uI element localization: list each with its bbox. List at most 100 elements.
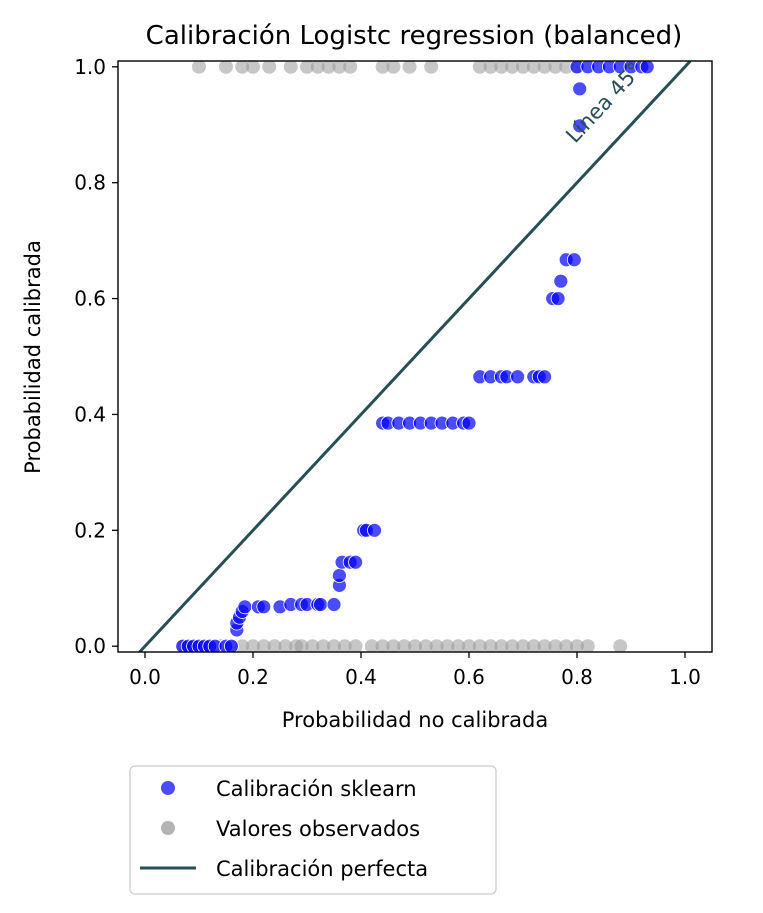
observed-point <box>537 61 552 74</box>
x-tick-label: 0.6 <box>453 665 485 689</box>
observed-point <box>321 61 336 74</box>
legend-box <box>129 765 497 895</box>
observed-point <box>424 61 439 74</box>
observed-point <box>343 61 358 74</box>
sklearn-point <box>256 599 272 615</box>
legend: Calibración sklearn Valores observados C… <box>129 765 497 895</box>
y-tick-label: 0.0 <box>74 634 106 658</box>
sklearn-point <box>572 81 588 97</box>
observed-point <box>348 639 363 652</box>
observed-point <box>462 639 476 652</box>
legend-label-observed: Valores observados <box>216 817 420 841</box>
observed-point <box>219 61 233 74</box>
sklearn-point <box>367 522 382 538</box>
y-tick-label: 1.0 <box>74 55 106 79</box>
sklearn-point <box>537 369 552 385</box>
legend-label-perfect: Calibración perfecta <box>216 857 428 881</box>
observed-point <box>402 61 417 74</box>
observed-point <box>483 61 498 74</box>
sklearn-point <box>313 597 328 612</box>
observed-point <box>262 61 277 74</box>
observed-point <box>256 639 271 652</box>
observed-point <box>570 639 584 652</box>
observed-point <box>580 639 595 652</box>
observed-point <box>494 61 509 74</box>
x-tick-label: 0.8 <box>561 665 593 689</box>
observed-point <box>613 639 628 652</box>
observed-point <box>548 639 563 652</box>
sklearn-point <box>461 415 477 431</box>
sklearn-point <box>510 369 525 385</box>
x-axis: 0.0 0.2 0.4 0.6 0.8 1.0 <box>129 652 701 689</box>
sklearn-point <box>639 61 655 75</box>
observed-point <box>472 639 487 652</box>
y-axis: 0.0 0.2 0.4 0.6 0.8 1.0 <box>74 55 118 658</box>
observed-point <box>440 639 455 652</box>
observed-point <box>429 639 444 652</box>
sklearn-point <box>572 118 588 134</box>
perfect-calibration-line <box>138 61 692 652</box>
legend-label-sklearn: Calibración sklearn <box>216 777 417 801</box>
observed-point <box>300 61 314 74</box>
sklearn-point <box>553 273 569 289</box>
y-tick-label: 0.6 <box>74 287 106 311</box>
plot-frame <box>117 60 713 653</box>
observed-point <box>375 639 390 652</box>
observed-point <box>408 639 422 652</box>
observed-point <box>267 639 282 652</box>
observed-point <box>316 639 331 652</box>
observed-point <box>246 61 260 74</box>
observed-point <box>516 61 530 74</box>
observed-point <box>418 639 433 652</box>
observed-point <box>246 639 260 652</box>
y-tick-label: 0.4 <box>74 402 106 426</box>
observed-point <box>526 639 541 652</box>
observed-point <box>472 61 487 74</box>
observed-point <box>278 639 293 652</box>
sklearn-point <box>348 554 364 570</box>
sklearn-point <box>237 599 253 615</box>
observed-point <box>505 639 520 652</box>
observed-point <box>305 639 320 652</box>
x-axis-label: Probabilidad no calibrada <box>282 708 549 732</box>
x-tick-label: 0.4 <box>345 665 377 689</box>
series-observed-points <box>175 61 628 652</box>
observed-point <box>494 639 509 652</box>
observed-point <box>294 639 309 652</box>
observed-point <box>332 61 347 74</box>
y-axis-label: Probabilidad calibrada <box>21 240 45 474</box>
observed-point <box>548 61 563 74</box>
series-perfect-line <box>138 61 692 652</box>
y-tick-label: 0.2 <box>74 518 106 542</box>
observed-point <box>537 639 552 652</box>
observed-point <box>559 61 574 74</box>
series-sklearn-points <box>175 61 655 652</box>
x-tick-label: 0.0 <box>129 665 161 689</box>
y-tick-label: 0.8 <box>74 171 106 195</box>
observed-point <box>235 639 250 652</box>
x-tick-label: 1.0 <box>669 665 701 689</box>
observed-point <box>483 639 498 652</box>
plot-area: Línea 45° <box>138 61 692 652</box>
sklearn-point <box>550 291 566 306</box>
observed-point <box>397 639 412 652</box>
x-tick-label: 0.2 <box>237 665 269 689</box>
observed-point <box>192 61 206 74</box>
observed-point <box>364 639 379 652</box>
sklearn-point <box>331 568 347 583</box>
sklearn-point <box>326 597 342 612</box>
chart-title: Calibración Logistc regression (balanced… <box>146 21 683 51</box>
observed-point <box>516 639 530 652</box>
sklearn-point <box>224 638 239 652</box>
observed-point <box>559 639 574 652</box>
observed-point <box>451 639 466 652</box>
observed-point <box>526 61 541 74</box>
observed-point <box>327 639 341 652</box>
observed-point <box>505 61 520 74</box>
observed-point <box>386 639 401 652</box>
sklearn-point <box>566 252 582 268</box>
legend-marker-observed <box>161 821 175 835</box>
legend-marker-sklearn <box>161 781 175 795</box>
observed-point <box>337 639 352 652</box>
